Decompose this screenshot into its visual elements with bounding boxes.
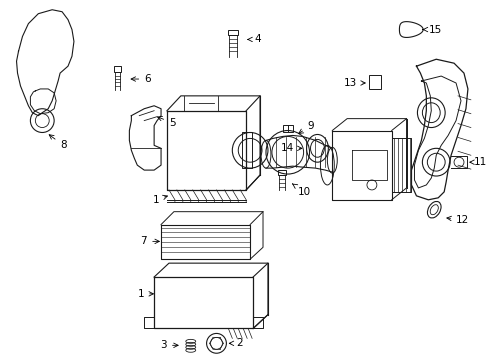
Bar <box>228 30 238 36</box>
Text: 11: 11 <box>469 157 486 167</box>
Text: 6: 6 <box>131 74 150 84</box>
Text: 5: 5 <box>157 117 175 127</box>
Text: 15: 15 <box>422 24 441 35</box>
Text: 12: 12 <box>446 215 468 225</box>
Bar <box>282 125 292 132</box>
Bar <box>242 132 252 168</box>
Bar <box>277 170 285 175</box>
Text: 2: 2 <box>229 338 243 348</box>
Text: 9: 9 <box>298 121 314 134</box>
Text: 4: 4 <box>247 35 260 44</box>
Text: 13: 13 <box>343 78 365 88</box>
Text: 1: 1 <box>152 195 167 205</box>
Text: 8: 8 <box>49 135 66 150</box>
Text: 14: 14 <box>280 143 301 153</box>
Text: 1: 1 <box>137 289 153 299</box>
Text: 7: 7 <box>140 237 159 246</box>
Bar <box>368 75 380 89</box>
Bar <box>113 66 121 72</box>
Text: 3: 3 <box>160 340 178 350</box>
Text: 10: 10 <box>292 184 310 197</box>
